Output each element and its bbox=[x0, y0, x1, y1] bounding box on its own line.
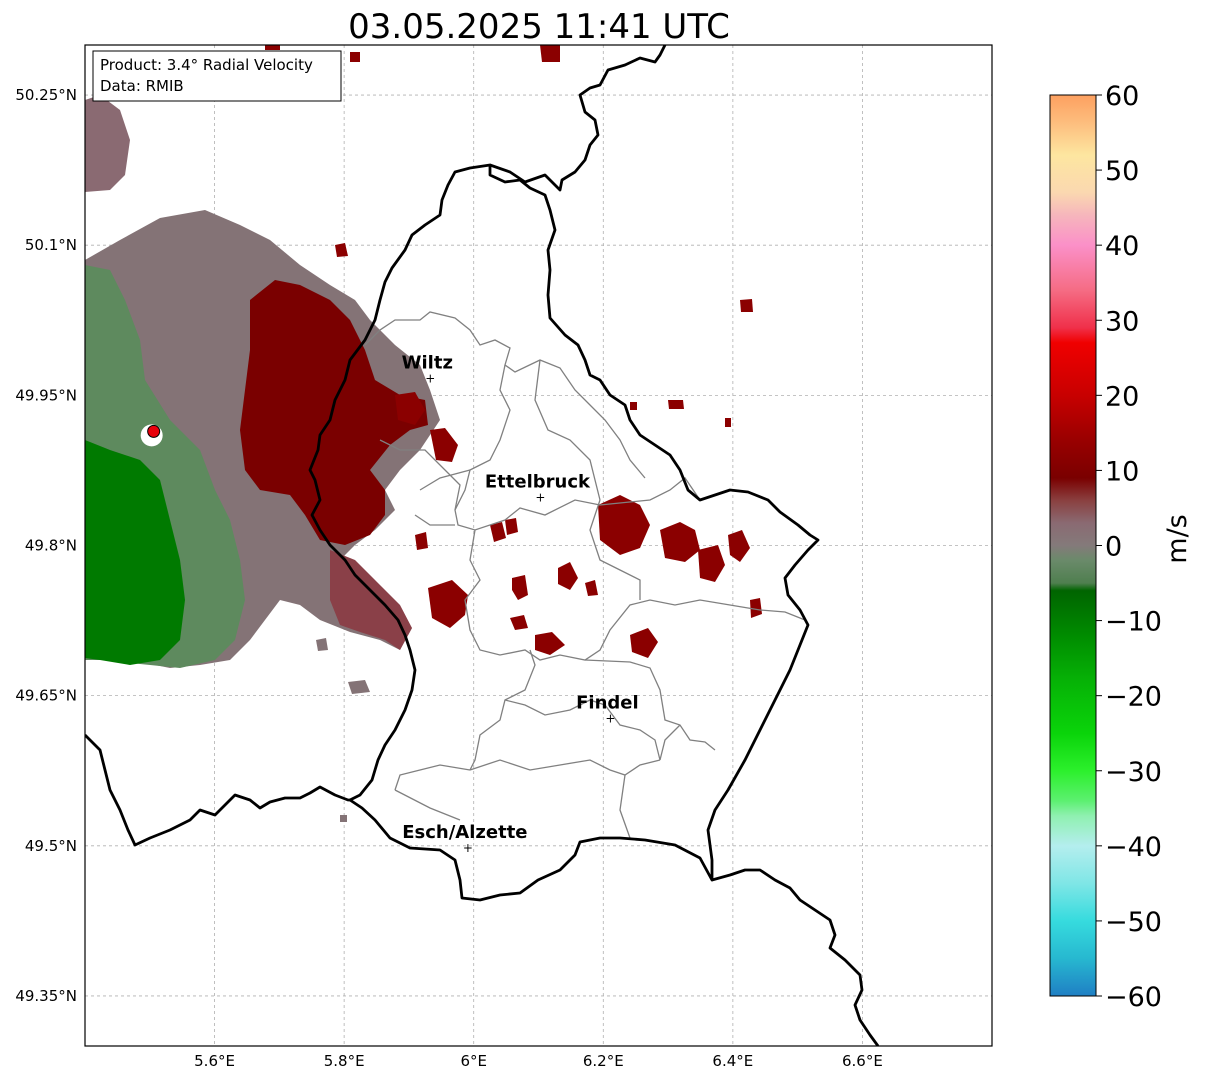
city-label: Wiltz bbox=[402, 352, 453, 373]
city-marker[interactable]: + bbox=[463, 841, 473, 855]
colorbar-tick-label: 20 bbox=[1105, 381, 1139, 412]
city-marker[interactable]: + bbox=[605, 712, 615, 726]
lat-tick-label: 49.65°N bbox=[15, 687, 77, 705]
colorbar-tick-label: 50 bbox=[1105, 156, 1139, 187]
velocity-echo-small-gray bbox=[316, 638, 370, 822]
colorbar-tick-label: −10 bbox=[1105, 607, 1162, 638]
lat-tick-label: 49.35°N bbox=[15, 987, 77, 1005]
lon-tick-label: 6°E bbox=[460, 1052, 487, 1070]
colorbar-scale bbox=[1049, 94, 1097, 997]
velocity-echo-inbound-band bbox=[240, 280, 428, 545]
colorbar-ticks: 60 50 40 30 20 10 0 −10 −20 −30 −40 −50 −60 bbox=[1096, 81, 1162, 1013]
velocity-echo-upper-mauve bbox=[85, 95, 130, 192]
colorbar-tick-label: 40 bbox=[1105, 231, 1139, 262]
lon-tick-label: 5.8°E bbox=[324, 1052, 365, 1070]
city-marker[interactable]: + bbox=[535, 490, 545, 504]
map-frame bbox=[84, 44, 993, 1047]
colorbar-tick-label: −60 bbox=[1105, 982, 1162, 1013]
colorbar: 60 50 40 30 20 10 0 −10 −20 −30 −40 −50 −60 m/s bbox=[1049, 81, 1193, 1013]
lat-tick-label: 50.25°N bbox=[15, 86, 77, 104]
lon-tick-label: 5.6°E bbox=[194, 1052, 235, 1070]
velocity-echo-green-region bbox=[85, 440, 185, 665]
city-label: Ettelbruck bbox=[485, 471, 591, 492]
luxembourg-border bbox=[308, 163, 820, 902]
city-label: Findel bbox=[576, 693, 639, 714]
colorbar-tick-label: −50 bbox=[1105, 907, 1162, 938]
national-borders bbox=[85, 45, 880, 1046]
info-box: Product: 3.4° Radial Velocity Data: RMIB bbox=[92, 50, 342, 102]
colorbar-tick-label: −40 bbox=[1105, 832, 1162, 863]
colorbar-tick-label: 60 bbox=[1105, 81, 1139, 112]
colorbar-label: m/s bbox=[1162, 514, 1193, 563]
colorbar-tick-label: 30 bbox=[1105, 306, 1139, 337]
velocity-echo-mauve-fringe bbox=[330, 550, 412, 650]
lat-tick-label: 49.5°N bbox=[25, 837, 77, 855]
velocity-echo-cells bbox=[265, 45, 762, 658]
city-label: Esch/Alzette bbox=[402, 822, 527, 843]
lat-tick-label: 49.95°N bbox=[15, 386, 77, 404]
germany-france-border bbox=[711, 868, 880, 1046]
city-marker[interactable]: + bbox=[425, 371, 435, 385]
lon-tick-label: 6.2°E bbox=[583, 1052, 624, 1070]
lon-tick-label: 6.4°E bbox=[712, 1052, 753, 1070]
colorbar-tick-label: 10 bbox=[1105, 456, 1139, 487]
germany-belgium-border bbox=[489, 45, 667, 192]
radar-echo-layer bbox=[85, 45, 762, 822]
belgium-france-border bbox=[85, 734, 350, 847]
lat-tick-label: 49.8°N bbox=[25, 537, 77, 555]
info-product: Product: 3.4° Radial Velocity bbox=[100, 56, 313, 74]
lon-tick-label: 6.6°E bbox=[842, 1052, 883, 1070]
city-markers: +Wiltz+Ettelbruck+Findel+Esch/Alzette bbox=[402, 352, 639, 854]
radar-site-marker[interactable] bbox=[147, 424, 161, 438]
axis-tick-labels: 5.6°E 5.8°E 6°E 6.2°E 6.4°E 6.6°E 50.25°N 50.1°… bbox=[15, 86, 883, 1070]
lat-tick-label: 50.1°N bbox=[25, 236, 77, 254]
colorbar-tick-label: −20 bbox=[1105, 682, 1162, 713]
info-source: Data: RMIB bbox=[100, 77, 184, 95]
map-title: 03.05.2025 11:41 UTC bbox=[348, 7, 730, 47]
colorbar-tick-label: 0 bbox=[1105, 532, 1122, 563]
canton-borders bbox=[364, 311, 806, 839]
colorbar-tick-label: −30 bbox=[1105, 757, 1162, 788]
